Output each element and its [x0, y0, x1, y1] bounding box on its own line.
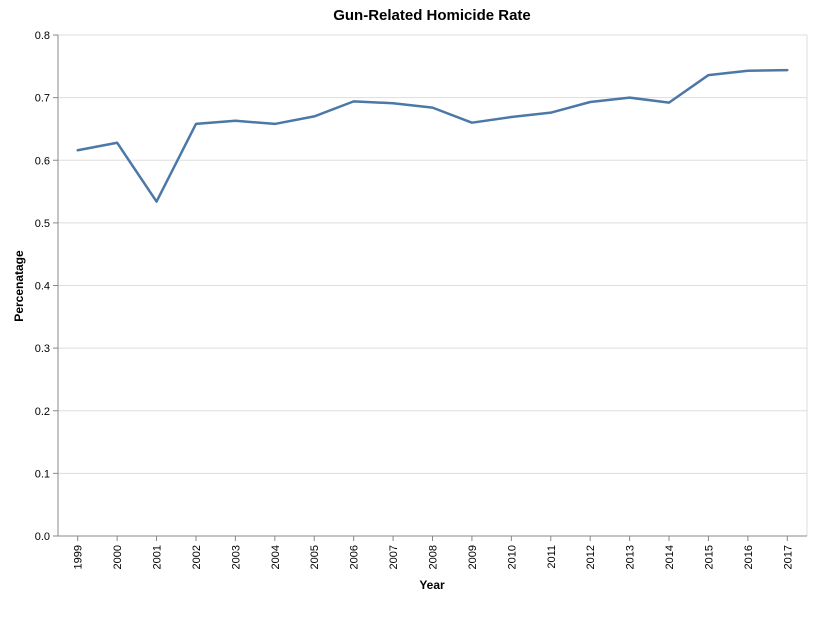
x-tick-label: 2011 [546, 545, 558, 569]
gridlines [58, 34, 808, 537]
x-tick-label: 2004 [270, 545, 282, 569]
y-tick-label: 0.7 [35, 93, 50, 105]
x-tick-label: 2009 [467, 545, 479, 569]
y-axis-title: Percenatage [12, 250, 26, 322]
x-tick-label: 2002 [191, 545, 203, 569]
x-axis-title: Year [419, 578, 445, 592]
series-line [76, 68, 789, 203]
x-tick-label: 2000 [112, 545, 124, 569]
x-tick-label: 2017 [782, 545, 794, 569]
x-tick-label: 2008 [428, 545, 440, 569]
x-tick-label: 2016 [743, 545, 755, 569]
x-tick-label: 2006 [349, 545, 361, 569]
x-tick-label: 1999 [73, 545, 85, 569]
x-tick-label: 2014 [664, 545, 676, 569]
y-tick-label: 0.8 [35, 30, 50, 42]
x-tick-label: 2013 [625, 545, 637, 569]
y-tick-label: 0.6 [35, 155, 50, 167]
y-tick-label: 0.0 [35, 531, 50, 543]
x-tick-label: 2005 [309, 545, 321, 569]
x-tick-label: 2010 [506, 545, 518, 569]
y-tick-label: 0.3 [35, 343, 50, 355]
x-tick-label: 2007 [388, 545, 400, 569]
chart-title: Gun-Related Homicide Rate [333, 7, 531, 24]
y-tick-label: 0.1 [35, 468, 50, 480]
x-tick-label: 2015 [703, 545, 715, 569]
axes: 0.0 0.1 0.2 0.3 0.4 0.5 0.6 0.7 0.8 1999 2000 2001 2… [35, 30, 807, 569]
x-tick-label: 2003 [230, 545, 242, 569]
y-tick-label: 0.4 [35, 281, 50, 293]
x-tick-label: 2012 [585, 545, 597, 569]
series-layer [76, 68, 789, 203]
x-tick-label: 2001 [152, 545, 164, 569]
y-tick-label: 0.2 [35, 406, 50, 418]
y-tick-label: 0.5 [35, 218, 50, 230]
